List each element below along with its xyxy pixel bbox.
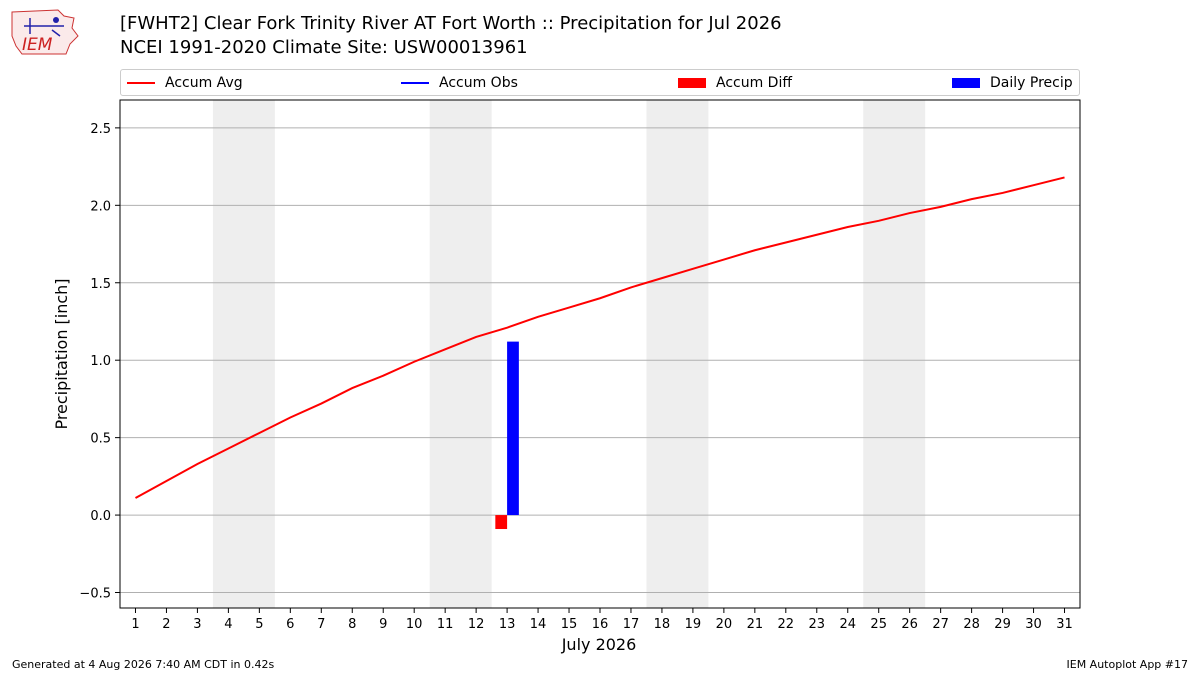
x-tick-label: 25 — [870, 617, 887, 632]
series-line-accum-avg — [135, 176, 1065, 499]
chart-title-block: [FWHT2] Clear Fork Trinity River AT Fort… — [120, 12, 782, 60]
chart-subtitle: NCEI 1991-2020 Climate Site: USW00013961 — [120, 37, 528, 58]
svg-text:IEM: IEM — [22, 35, 53, 55]
x-tick-label: 26 — [901, 617, 918, 632]
y-tick-label: 1.0 — [90, 354, 111, 369]
x-tick-label: 13 — [499, 617, 516, 632]
chart-title: [FWHT2] Clear Fork Trinity River AT Fort… — [120, 13, 782, 34]
chart-legend: Accum Avg Accum Obs Accum Diff Daily Pre… — [120, 69, 1080, 96]
y-axis-label: Precipitation [inch] — [52, 278, 71, 429]
x-tick-label: 18 — [654, 617, 671, 632]
gridlines — [120, 127, 1080, 594]
weekend-shade-0 — [212, 100, 275, 608]
weekend-shade-3 — [863, 100, 926, 608]
x-tick-label: 20 — [716, 617, 733, 632]
x-tick-label: 16 — [592, 617, 609, 632]
bar-daily-precip-day-13 — [507, 341, 519, 516]
x-tick-label: 2 — [162, 617, 170, 632]
legend-label: Accum Diff — [716, 74, 793, 91]
x-tick-label: 27 — [932, 617, 949, 632]
x-axis-label: July 2026 — [561, 635, 637, 654]
lines — [135, 176, 1065, 499]
legend-item-accum-avg: Accum Avg — [127, 70, 243, 95]
x-tick-label: 14 — [530, 617, 547, 632]
x-tick-label: 4 — [224, 617, 232, 632]
weekend-shade-2 — [646, 100, 709, 608]
x-tick-label: 31 — [1056, 617, 1073, 632]
x-tick-label: 12 — [468, 617, 485, 632]
x-tick-label: 21 — [747, 617, 764, 632]
y-tick-label: 0.5 — [90, 432, 111, 447]
legend-swatch-accum-avg — [127, 81, 155, 84]
x-tick-label: 29 — [994, 617, 1011, 632]
x-tick-label: 7 — [317, 617, 325, 632]
legend-item-accum-obs: Accum Obs — [401, 70, 518, 95]
x-tick-label: 8 — [348, 617, 356, 632]
y-tick-label: −0.5 — [79, 587, 111, 602]
x-tick-label: 11 — [437, 617, 454, 632]
y-axis-ticks: −0.5 0.0 0.5 1.0 1.5 2.0 2.5 — [79, 122, 120, 602]
x-tick-label: 17 — [623, 617, 640, 632]
weekend-shade-1 — [429, 100, 492, 608]
x-tick-label: 5 — [255, 617, 263, 632]
y-tick-label: 2.5 — [90, 122, 111, 137]
bars — [495, 341, 519, 530]
x-tick-label: 9 — [379, 617, 387, 632]
x-tick-label: 6 — [286, 617, 294, 632]
legend-swatch-accum-diff — [678, 77, 706, 88]
legend-item-daily-precip: Daily Precip — [952, 70, 1073, 95]
x-tick-label: 24 — [839, 617, 856, 632]
bar-accum-diff-day-13 — [495, 515, 508, 530]
y-tick-label: 2.0 — [90, 199, 111, 214]
legend-item-accum-diff: Accum Diff — [678, 70, 792, 95]
x-tick-label: 22 — [778, 617, 795, 632]
y-tick-label: 0.0 — [90, 509, 111, 524]
x-tick-label: 28 — [963, 617, 980, 632]
legend-label: Accum Avg — [165, 74, 243, 91]
x-tick-label: 19 — [685, 617, 702, 632]
x-tick-label: 23 — [809, 617, 826, 632]
x-tick-label: 15 — [561, 617, 578, 632]
generated-timestamp: Generated at 4 Aug 2026 7:40 AM CDT in 0… — [12, 658, 275, 671]
y-tick-label: 1.5 — [90, 277, 111, 292]
x-tick-label: 3 — [193, 617, 201, 632]
legend-swatch-daily-precip — [952, 77, 980, 88]
x-tick-label: 10 — [406, 617, 423, 632]
weekend-shading — [212, 100, 926, 608]
x-tick-label: 1 — [131, 617, 139, 632]
legend-swatch-accum-obs — [401, 81, 429, 84]
x-axis-ticks: 1 2 3 4 5 6 7 8 9 10 11 12 13 14 15 16 17 18 19 20 21 22 23 24 2… — [131, 608, 1073, 632]
x-tick-label: 30 — [1025, 617, 1042, 632]
legend-label: Daily Precip — [990, 74, 1073, 91]
app-credit: IEM Autoplot App #17 — [1066, 658, 1189, 671]
iem-logo: IEM — [11, 9, 79, 55]
legend-label: Accum Obs — [439, 74, 518, 91]
